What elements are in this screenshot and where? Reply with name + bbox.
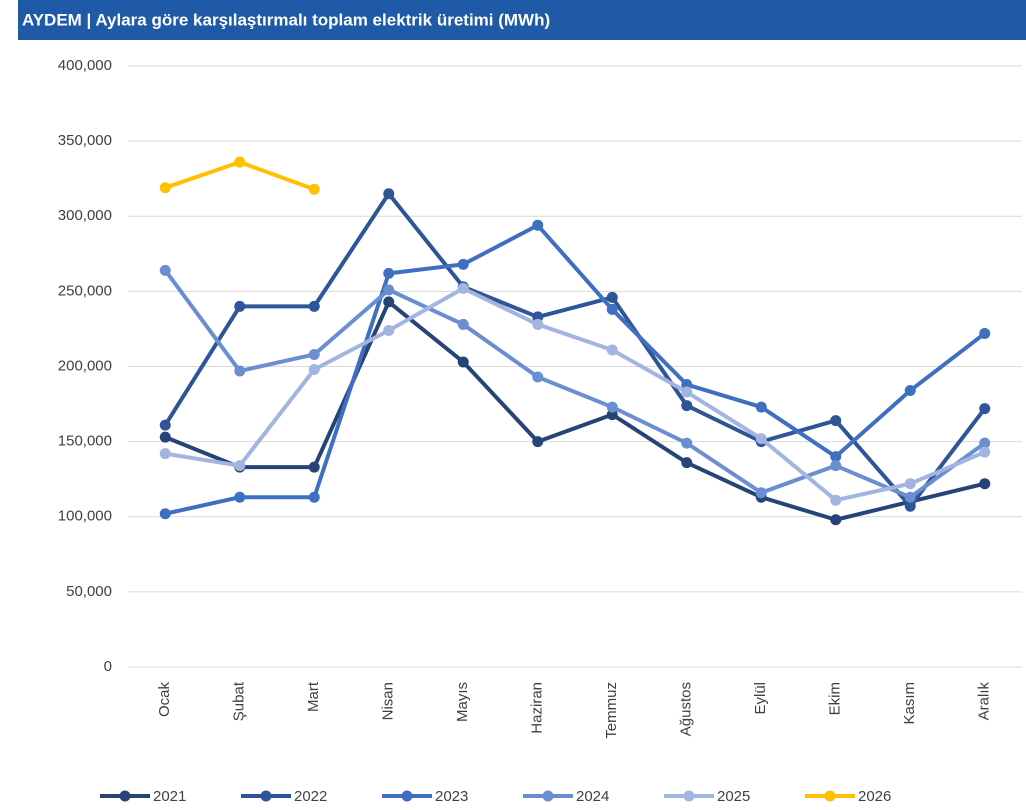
data-point — [159, 508, 171, 520]
legend-label: 2023 — [435, 788, 468, 805]
title-bar — [18, 0, 1026, 40]
series-line — [163, 191, 987, 509]
data-point — [383, 324, 395, 336]
x-tick-label: Aralık — [976, 682, 993, 721]
x-tick-label: Ağustos — [678, 682, 695, 736]
y-tick-label: 150,000 — [58, 433, 112, 450]
y-tick-label: 400,000 — [58, 57, 112, 74]
data-point — [234, 460, 246, 472]
x-tick-label: Ocak — [156, 682, 173, 718]
x-tick-label: Mayıs — [454, 682, 471, 722]
data-point — [383, 267, 395, 279]
legend-label: 2021 — [153, 788, 186, 805]
data-point — [159, 264, 171, 276]
data-point — [830, 451, 842, 463]
legend-label: 2022 — [294, 788, 327, 805]
data-point — [681, 437, 693, 449]
data-point — [830, 460, 842, 472]
x-tick-label: Mart — [305, 681, 322, 712]
series-line — [164, 223, 986, 516]
data-point — [234, 156, 246, 168]
data-point — [681, 386, 693, 398]
data-point — [830, 415, 842, 427]
data-point — [457, 258, 469, 270]
data-point — [159, 448, 171, 460]
x-tick-label: Haziran — [529, 682, 546, 734]
data-point — [681, 400, 693, 412]
data-point — [830, 494, 842, 506]
data-point — [904, 500, 916, 512]
x-tick-label: Ekim — [827, 682, 844, 715]
data-point — [159, 182, 171, 194]
data-point — [383, 296, 395, 308]
data-point — [308, 183, 320, 195]
data-point — [383, 188, 395, 200]
y-tick-label: 50,000 — [66, 583, 112, 600]
data-point — [755, 433, 767, 445]
data-point — [383, 284, 395, 296]
data-point — [159, 431, 171, 443]
data-point — [532, 436, 544, 448]
data-point — [606, 303, 618, 315]
legend-marker — [542, 790, 554, 802]
y-tick-label: 0 — [104, 658, 112, 675]
chart-title: AYDEM | Aylara göre karşılaştırmalı topl… — [22, 10, 550, 29]
data-point — [532, 318, 544, 330]
legend-marker — [683, 790, 695, 802]
data-point — [606, 291, 618, 303]
data-point — [234, 491, 246, 503]
data-point — [979, 403, 991, 415]
data-point — [308, 491, 320, 503]
data-point — [308, 364, 320, 376]
data-point — [159, 419, 171, 431]
legend-label: 2025 — [717, 788, 750, 805]
data-point — [904, 491, 916, 503]
series-line — [164, 299, 986, 522]
data-point — [234, 300, 246, 312]
data-point — [979, 446, 991, 458]
data-point — [308, 461, 320, 473]
y-tick-label: 250,000 — [58, 282, 112, 299]
data-point — [308, 348, 320, 360]
y-tick-label: 200,000 — [58, 357, 112, 374]
data-point — [979, 327, 991, 339]
y-tick-label: 350,000 — [58, 132, 112, 149]
data-point — [532, 371, 544, 383]
y-tick-label: 100,000 — [58, 508, 112, 525]
y-tick-label: 300,000 — [58, 207, 112, 224]
legend-marker — [401, 790, 413, 802]
data-point — [532, 219, 544, 231]
x-tick-label: Eylül — [752, 682, 769, 715]
x-tick-label: Kasım — [901, 682, 918, 725]
legend-label: 2026 — [858, 788, 891, 805]
data-point — [755, 487, 767, 499]
data-point — [755, 401, 767, 413]
data-point — [308, 300, 320, 312]
data-point — [606, 344, 618, 356]
data-point — [979, 437, 991, 449]
data-point — [904, 385, 916, 397]
data-point — [234, 365, 246, 377]
x-tick-label: Temmuz — [603, 682, 620, 739]
data-point — [681, 457, 693, 469]
series-line — [164, 286, 986, 503]
data-point — [979, 478, 991, 490]
data-point — [457, 356, 469, 368]
series-line — [163, 269, 986, 500]
legend-marker — [260, 790, 272, 802]
x-tick-label: Şubat — [231, 681, 248, 721]
data-point — [606, 401, 618, 413]
data-point — [457, 318, 469, 330]
legend-marker — [119, 790, 131, 802]
legend-marker — [824, 790, 836, 802]
data-point — [904, 478, 916, 490]
x-tick-label: Nisan — [380, 682, 397, 720]
data-point — [830, 514, 842, 526]
data-point — [457, 282, 469, 294]
legend-label: 2024 — [576, 788, 609, 805]
